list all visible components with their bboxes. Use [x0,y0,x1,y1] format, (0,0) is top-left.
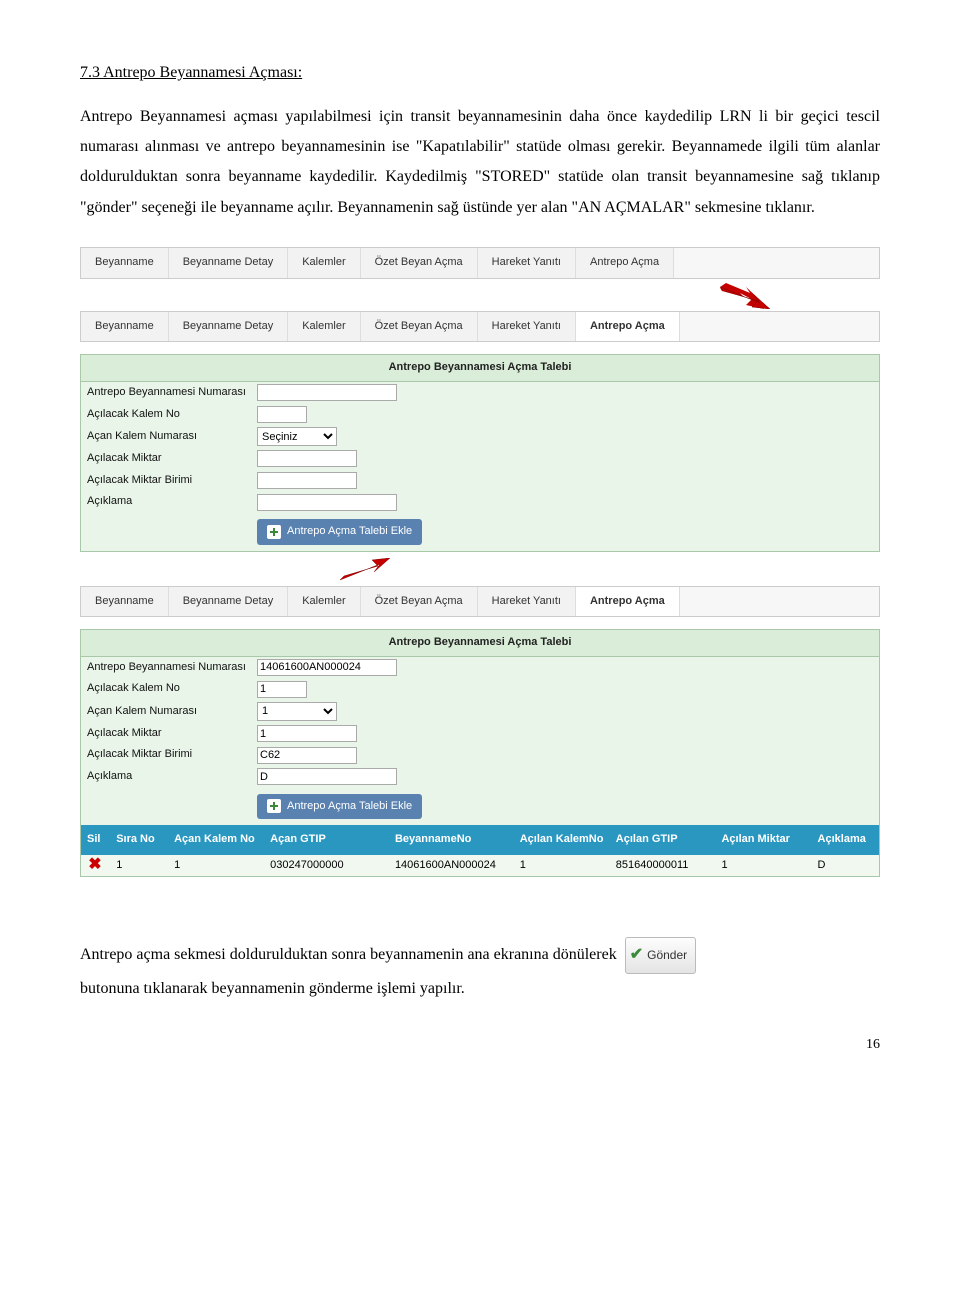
input-acilacak-miktar-2[interactable] [257,725,357,742]
tab-antrepo-3[interactable]: Antrepo Açma [576,587,680,617]
label-numara: Antrepo Beyannamesi Numarası [87,384,257,402]
tab-ozet-beyan[interactable]: Özet Beyan Açma [361,248,478,278]
gonder-label: Gönder [647,944,687,967]
grid-header: Sil Sıra No Açan Kalem No Açan GTIP Beya… [81,825,879,855]
grid-row: ✖ 1 1 030247000000 14061600AN000024 1 85… [81,855,879,877]
add-button-label-2: Antrepo Açma Talebi Ekle [287,798,412,816]
cell-sira: 1 [110,855,168,877]
cell-beyanname: 14061600AN000024 [389,855,514,877]
cell-acilan-gtip: 851640000011 [610,855,716,877]
form-empty: Antrepo Beyannamesi Açma Talebi Antrepo … [80,354,880,551]
label-acan-kalem-2: Açan Kalem Numarası [87,703,257,721]
input-aciklama-2[interactable] [257,768,397,785]
label-numara-2: Antrepo Beyannamesi Numarası [87,659,257,677]
gonder-button[interactable]: ✔ Gönder [625,937,696,973]
tab-antrepo-2[interactable]: Antrepo Açma [576,312,680,342]
form-title-2: Antrepo Beyannamesi Açma Talebi [81,630,879,657]
bottom-text-2: butonuna tıklanarak beyannamenin gönderm… [80,980,465,997]
tab-kalemler-2[interactable]: Kalemler [288,312,360,342]
cell-acilan-miktar: 1 [715,855,811,877]
red-arrow-icon-2 [340,558,380,578]
cell-acan-kalem: 1 [168,855,264,877]
plus-icon-2 [267,799,281,813]
col-aciklama: Açıklama [812,829,879,851]
form-title: Antrepo Beyannamesi Açma Talebi [81,355,879,382]
input-aciklama[interactable] [257,494,397,511]
col-acilan-gtip: Açılan GTIP [610,829,716,851]
add-button-label: Antrepo Açma Talebi Ekle [287,523,412,541]
tabs-bar-1: Beyanname Beyanname Detay Kalemler Özet … [80,247,880,279]
input-acilacak-birim-2[interactable] [257,747,357,764]
tab-ozet-beyan-3[interactable]: Özet Beyan Açma [361,587,478,617]
tab-hareket[interactable]: Hareket Yanıtı [478,248,576,278]
add-request-button-2[interactable]: Antrepo Açma Talebi Ekle [257,794,422,820]
tab-beyanname-detay-2[interactable]: Beyanname Detay [169,312,289,342]
input-acilacak-birim[interactable] [257,472,357,489]
label-acilacak-kalem: Açılacak Kalem No [87,406,257,424]
label-aciklama: Açıklama [87,493,257,511]
tab-antrepo[interactable]: Antrepo Açma [576,248,674,278]
bottom-paragraph: Antrepo açma sekmesi doldurulduktan sonr… [80,937,880,1004]
label-acan-kalem: Açan Kalem Numarası [87,428,257,446]
col-acan-gtip: Açan GTIP [264,829,389,851]
tab-hareket-2[interactable]: Hareket Yanıtı [478,312,576,342]
col-sira: Sıra No [110,829,168,851]
label-acilacak-kalem-2: Açılacak Kalem No [87,680,257,698]
cell-acilan-kalem: 1 [514,855,610,877]
cell-acan-gtip: 030247000000 [264,855,389,877]
label-acilacak-miktar-2: Açılacak Miktar [87,725,257,743]
plus-icon [267,525,281,539]
tab-kalemler-3[interactable]: Kalemler [288,587,360,617]
bottom-text-1: Antrepo açma sekmesi doldurulduktan sonr… [80,946,617,963]
select-acan-kalem[interactable]: Seçiniz [257,427,337,446]
label-acilacak-birim: Açılacak Miktar Birimi [87,472,257,490]
col-acan-kalem: Açan Kalem No [168,829,264,851]
tab-beyanname-detay-3[interactable]: Beyanname Detay [169,587,289,617]
red-arrow-icon [720,283,760,303]
tab-beyanname-detay[interactable]: Beyanname Detay [169,248,289,278]
tab-hareket-3[interactable]: Hareket Yanıtı [478,587,576,617]
tabs-bar-2: Beyanname Beyanname Detay Kalemler Özet … [80,311,880,343]
col-sil: Sil [81,829,110,851]
tab-beyanname-2[interactable]: Beyanname [81,312,169,342]
cell-aciklama: D [812,855,879,877]
input-acilacak-kalem-2[interactable] [257,681,307,698]
check-icon: ✔ [630,940,643,970]
add-request-button[interactable]: Antrepo Açma Talebi Ekle [257,519,422,545]
tab-beyanname[interactable]: Beyanname [81,248,169,278]
paragraph-1: Antrepo Beyannamesi açması yapılabilmesi… [80,102,880,224]
tab-ozet-beyan-2[interactable]: Özet Beyan Açma [361,312,478,342]
input-numara-2[interactable] [257,659,397,676]
label-aciklama-2: Açıklama [87,768,257,786]
label-acilacak-birim-2: Açılacak Miktar Birimi [87,746,257,764]
col-acilan-kalem: Açılan KalemNo [514,829,610,851]
section-heading: 7.3 Antrepo Beyannamesi Açması: [80,60,880,86]
input-acilacak-miktar[interactable] [257,450,357,467]
tab-beyanname-3[interactable]: Beyanname [81,587,169,617]
tabs-bar-3: Beyanname Beyanname Detay Kalemler Özet … [80,586,880,618]
form-filled: Antrepo Beyannamesi Açma Talebi Antrepo … [80,629,880,877]
tab-kalemler[interactable]: Kalemler [288,248,360,278]
col-acilan-miktar: Açılan Miktar [715,829,811,851]
delete-icon[interactable]: ✖ [87,858,103,874]
label-acilacak-miktar: Açılacak Miktar [87,450,257,468]
input-numara[interactable] [257,384,397,401]
input-acilacak-kalem[interactable] [257,406,307,423]
page-number: 16 [80,1034,880,1056]
col-beyanname: BeyannameNo [389,829,514,851]
select-acan-kalem-2[interactable]: 1 [257,702,337,721]
